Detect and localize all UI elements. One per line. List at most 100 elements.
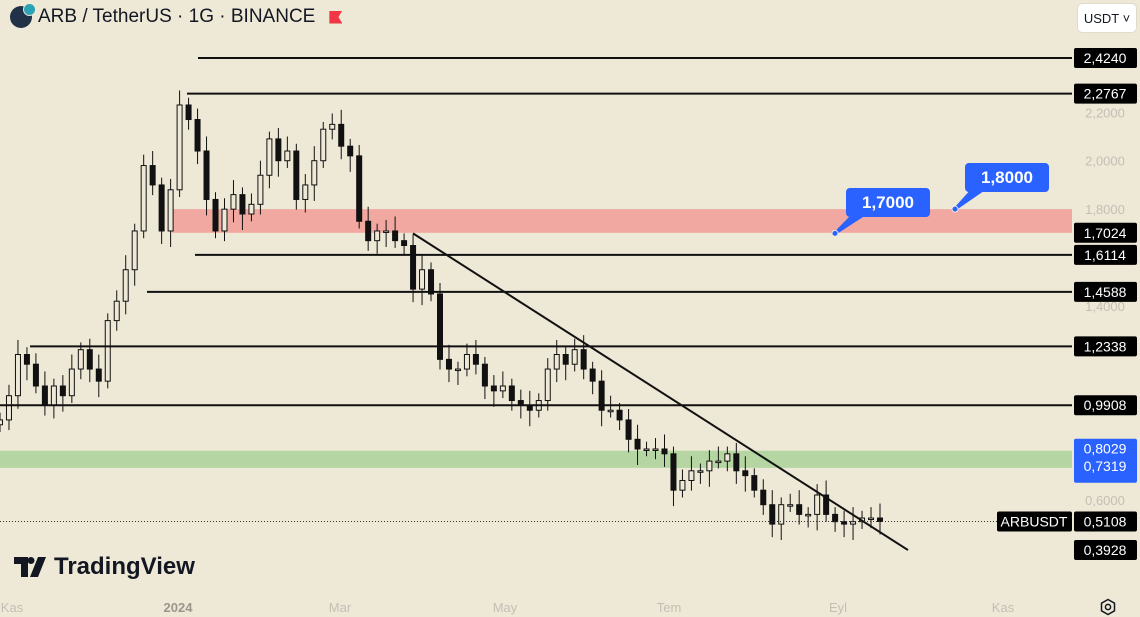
candle-body (383, 230, 390, 233)
candle (383, 220, 390, 247)
candle (517, 389, 524, 419)
candle (598, 370, 605, 427)
candle-body (419, 269, 426, 290)
candle (284, 136, 291, 168)
resistance-zone (172, 209, 1072, 233)
candle (239, 187, 246, 230)
candle-body (499, 385, 506, 392)
level-price-label: 0,9908 (1084, 397, 1127, 413)
currency-button[interactable]: USDT ˅ (1078, 4, 1136, 32)
candle (490, 375, 497, 407)
symbol-title: ARB / TetherUS · 1G · BINANCE (38, 6, 316, 27)
candle-body (401, 240, 408, 247)
candle (571, 338, 578, 372)
price-axis-tick: 2,0000 (1085, 154, 1125, 169)
candle (212, 192, 219, 239)
candle-body (670, 453, 677, 491)
candle (167, 178, 174, 247)
candle (715, 446, 722, 469)
level-price-label: 1,6114 (1084, 247, 1126, 263)
candle-body (185, 104, 192, 121)
time-axis-tick: 2024 (164, 600, 194, 615)
candle-body (329, 123, 336, 130)
candle (661, 434, 668, 467)
candle-body (194, 119, 201, 152)
candle-body (760, 489, 767, 506)
level-price-label: 2,2767 (1084, 86, 1127, 102)
candle (374, 223, 381, 254)
candle (329, 113, 336, 140)
candle-body (230, 194, 237, 210)
candle-body (311, 160, 318, 186)
candle-body (562, 354, 569, 365)
symbol-label-bg (997, 511, 1072, 532)
candle-body (634, 438, 641, 450)
price-callout[interactable]: 1,8000 (951, 163, 1049, 213)
price-label: 1,7024 (1084, 225, 1127, 241)
candle (499, 371, 506, 399)
candle-body (688, 470, 695, 481)
candle-body (167, 189, 174, 232)
candle-body (715, 460, 722, 464)
candle-body (544, 368, 551, 402)
candle (257, 160, 264, 215)
flag-icon[interactable] (329, 10, 343, 24)
candle-body (796, 504, 803, 515)
candle (472, 339, 479, 375)
candle (221, 198, 228, 242)
candle (338, 109, 345, 160)
price-axis-tick: 1,4000 (1085, 299, 1125, 314)
candle (428, 262, 435, 302)
candle (607, 395, 614, 418)
price-axis-tick: 2,2000 (1085, 105, 1125, 120)
zone-high-label: 0,8029 (1084, 441, 1127, 457)
price-callout[interactable]: 1,7000 (831, 188, 930, 237)
candle (823, 480, 830, 522)
candle (356, 144, 363, 229)
current-price-label: 0,5108 (1084, 513, 1127, 529)
candle-body (77, 349, 84, 370)
candle-body (122, 269, 129, 302)
candle (95, 354, 102, 398)
candle-body (787, 504, 794, 507)
level-price-label-bg (1074, 48, 1137, 68)
settings-icon[interactable] (1099, 598, 1117, 616)
candle-body (437, 293, 443, 360)
candle (14, 339, 21, 409)
candle (131, 223, 138, 286)
price-label-bg (1074, 540, 1137, 561)
candle (670, 446, 677, 507)
candle-body (733, 453, 740, 472)
candle (688, 456, 695, 491)
callout-anchor (951, 205, 959, 213)
candle (320, 121, 327, 168)
candle-body (176, 104, 183, 191)
candle-body (338, 123, 345, 147)
candle (122, 255, 129, 315)
candle-body (275, 138, 282, 162)
candle (445, 344, 452, 383)
candle (544, 358, 551, 411)
time-axis-tick: Mar (329, 600, 352, 615)
candle-body (149, 165, 156, 186)
candle-body (607, 409, 614, 413)
callout-box (846, 188, 930, 217)
candle (5, 384, 12, 431)
candle-body (221, 208, 228, 232)
candle (643, 441, 650, 457)
trendline[interactable] (412, 232, 909, 551)
callout-box (965, 163, 1049, 192)
candle (787, 493, 794, 512)
callout-anchor (831, 229, 839, 237)
candle (158, 177, 165, 245)
candle (59, 375, 66, 412)
candle (850, 507, 857, 541)
candle-body (374, 230, 381, 242)
price-axis-tick: 1,8000 (1085, 202, 1125, 217)
tradingview-logo-icon (14, 557, 46, 577)
candle-body (751, 475, 758, 491)
candle-body (41, 385, 48, 406)
candle-body (86, 349, 93, 370)
candle (625, 409, 632, 453)
